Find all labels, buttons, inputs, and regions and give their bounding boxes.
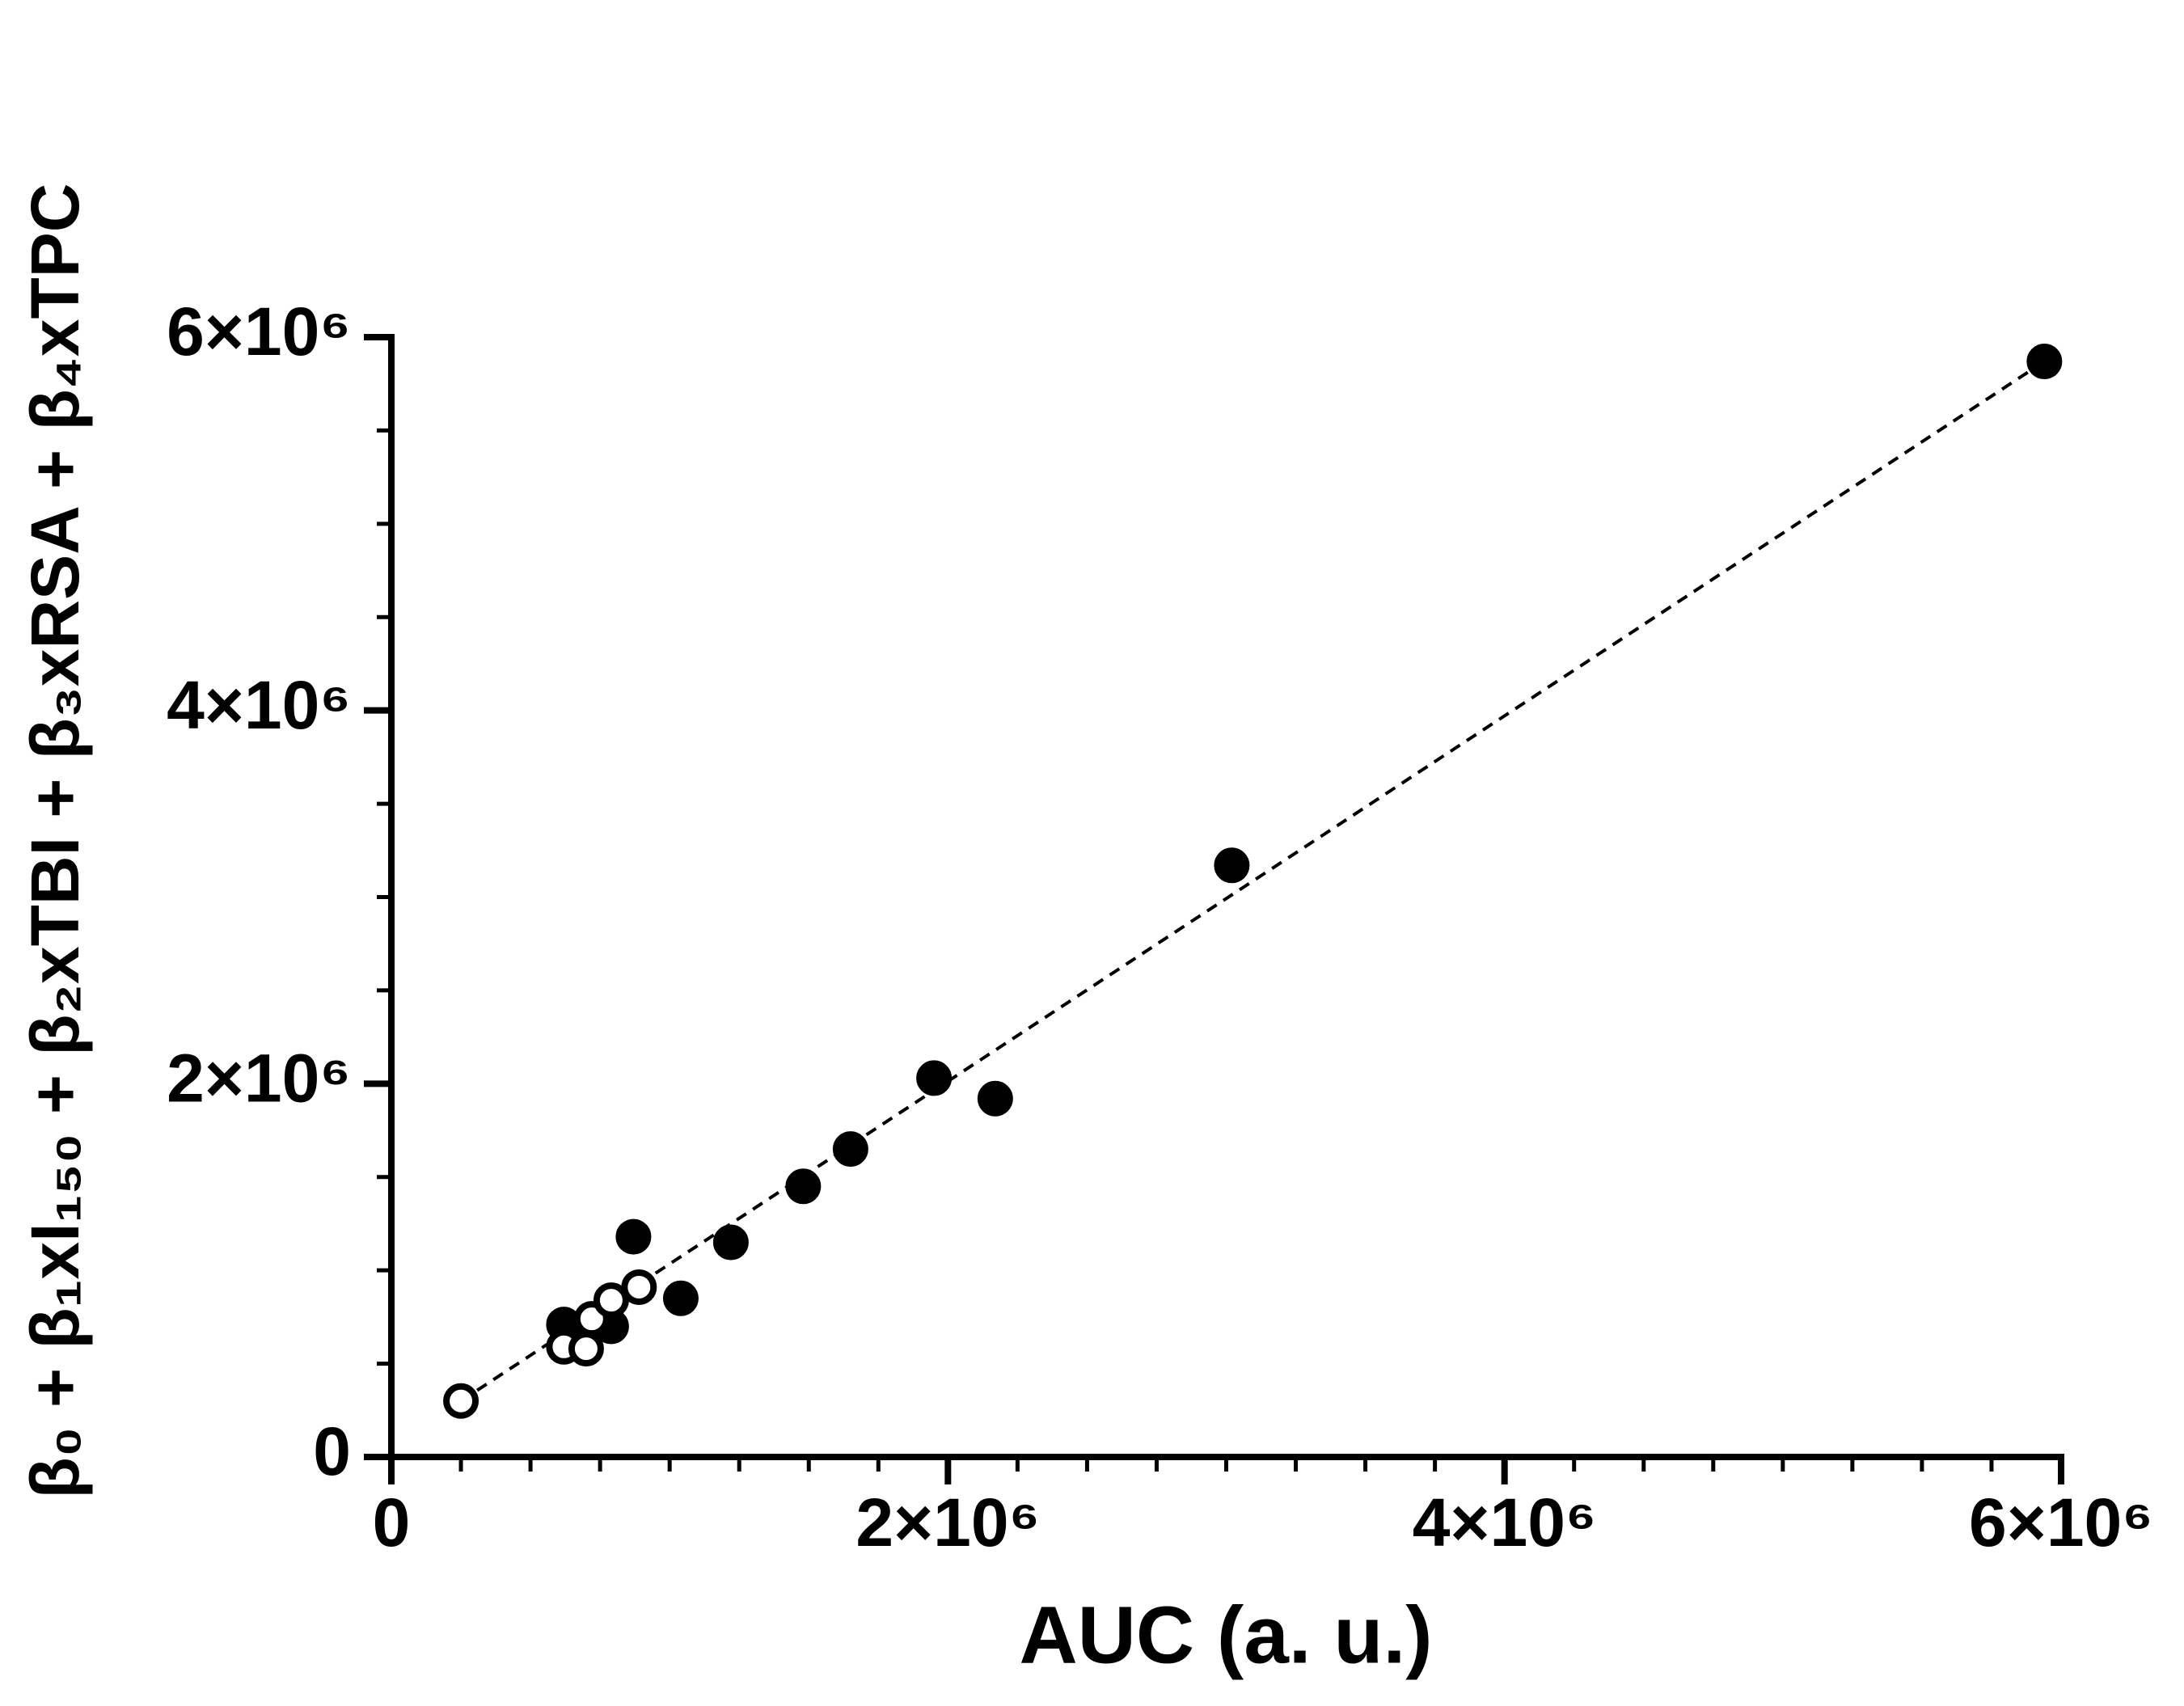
y-tick-label: 0 [313, 1413, 351, 1489]
point [615, 1218, 652, 1255]
x-tick-label: 4×10⁶ [1413, 1484, 1597, 1560]
x-tick-label: 6×10⁶ [1969, 1484, 2153, 1560]
point [916, 1060, 953, 1096]
point [662, 1280, 699, 1316]
point [443, 1383, 479, 1419]
point [621, 1269, 657, 1305]
point [832, 1131, 868, 1168]
fit-line [459, 360, 2046, 1403]
point [712, 1224, 749, 1260]
point [2026, 344, 2063, 380]
x-axis-title: AUC (a. u.) [1019, 1590, 1432, 1680]
x-tick-label: 0 [373, 1484, 411, 1560]
y-tick-label: 4×10⁶ [167, 667, 351, 743]
point [593, 1282, 629, 1319]
y-axis-title: β₀ + β₁xI₁₅₀ + β₂xTBI + β₃xRSA + β₄xTPC [17, 184, 93, 1499]
point [1214, 847, 1250, 884]
point [785, 1168, 822, 1205]
point [568, 1331, 604, 1367]
y-tick-label: 6×10⁶ [167, 293, 351, 369]
x-tick-label: 2×10⁶ [855, 1484, 1040, 1560]
y-tick-label: 2×10⁶ [167, 1041, 351, 1117]
point [977, 1080, 1013, 1117]
